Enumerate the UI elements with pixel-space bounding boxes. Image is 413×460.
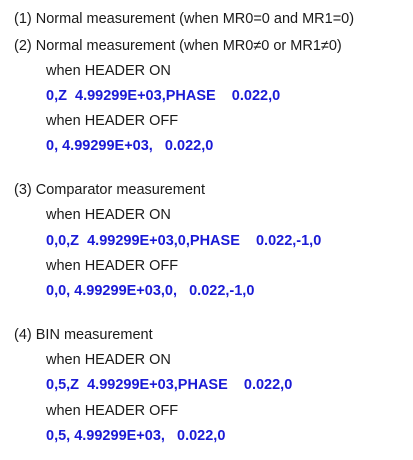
- section-3-header-off-label: when HEADER OFF: [46, 258, 179, 274]
- section-3-heading: (3) Comparator measurement: [14, 182, 205, 198]
- section-4-heading: (4) BIN measurement: [14, 327, 153, 343]
- section-1-heading: (1) Normal measurement (when MR0=0 and M…: [14, 11, 355, 27]
- section-3-header-on-output: 0,0,Z 4.99299E+03,0,PHASE 0.022,-1,0: [46, 233, 322, 249]
- section-4-header-on-label: when HEADER ON: [46, 352, 171, 368]
- section-2-heading: (2) Normal measurement (when MR0≠0 or MR…: [14, 38, 342, 54]
- section-3-header-off-output: 0,0, 4.99299E+03,0, 0.022,-1,0: [46, 283, 255, 299]
- section-2-header-on-label: when HEADER ON: [46, 63, 171, 79]
- section-3-header-on-label: when HEADER ON: [46, 207, 171, 223]
- section-4-header-off-label: when HEADER OFF: [46, 403, 179, 419]
- section-2-header-off-label: when HEADER OFF: [46, 113, 179, 129]
- section-4-header-on-output: 0,5,Z 4.99299E+03,PHASE 0.022,0: [46, 377, 293, 393]
- section-4-header-off-output: 0,5, 4.99299E+03, 0.022,0: [46, 428, 226, 444]
- section-2-header-on-output: 0,Z 4.99299E+03,PHASE 0.022,0: [46, 88, 281, 104]
- section-2-header-off-output: 0, 4.99299E+03, 0.022,0: [46, 138, 214, 154]
